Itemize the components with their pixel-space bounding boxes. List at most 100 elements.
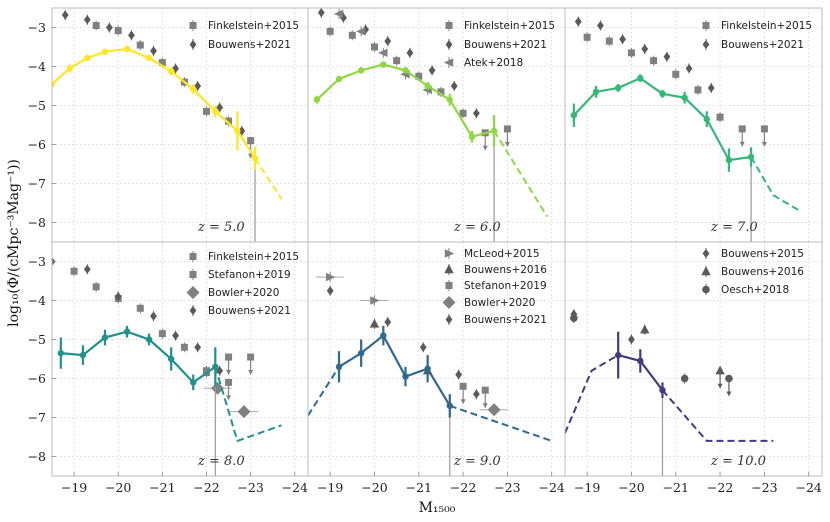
model-point bbox=[52, 80, 56, 88]
model-point bbox=[145, 54, 153, 62]
obs-marker-finkelstein-2015 bbox=[114, 27, 122, 35]
x-tick-label: −24 bbox=[539, 480, 565, 495]
obs-marker-finkelstein-2015 bbox=[716, 113, 724, 121]
upper-limit-arrowhead bbox=[482, 145, 488, 151]
legend-label: Atek+2018 bbox=[464, 57, 523, 69]
x-tick-label: −20 bbox=[618, 480, 644, 495]
obs-marker-bouwens-2021 bbox=[150, 46, 157, 56]
obs-marker-finkelstein-2015 bbox=[180, 343, 188, 351]
obs-marker-bouwens-2015 bbox=[628, 334, 635, 345]
x-tick-label: −24 bbox=[796, 480, 822, 495]
legend-label: Bowler+2020 bbox=[464, 297, 535, 309]
upper-limit-arrowhead bbox=[504, 141, 510, 147]
obs-marker-bouwens-2021 bbox=[317, 8, 325, 18]
y-tick-label: −3 bbox=[28, 20, 46, 35]
x-axis-title: M₁₅₀₀ bbox=[419, 500, 456, 516]
redshift-annotation: z = 10.0 bbox=[710, 454, 766, 469]
model-point bbox=[84, 54, 91, 62]
legend: Finkelstein+2015 Stefanon+2019 Bowler+2020… bbox=[186, 251, 299, 317]
obs-marker-bouwens-2021 bbox=[128, 30, 135, 40]
grid bbox=[308, 242, 565, 476]
obs-marker-stefanon-2019 bbox=[225, 378, 233, 386]
redshift-annotation: z = 9.0 bbox=[453, 454, 501, 469]
obs-marker-oesch-2018 bbox=[570, 314, 578, 322]
model-point bbox=[490, 127, 498, 135]
obs-marker-finkelstein-2015 bbox=[92, 283, 100, 291]
obs-marker-bouwens-2021 bbox=[384, 36, 392, 46]
obs-marker-mcleod-2015 bbox=[325, 272, 336, 282]
x-tick-label: −23 bbox=[237, 480, 263, 495]
plot-area bbox=[570, 16, 801, 242]
obs-marker-bouwens-2021 bbox=[105, 22, 113, 33]
obs-marker-finkelstein-2015 bbox=[672, 70, 680, 78]
obs-marker-finkelstein-2015 bbox=[503, 125, 511, 133]
obs-marker-bouwens-2021 bbox=[238, 126, 246, 136]
panel-background bbox=[52, 242, 308, 476]
legend-label: Finkelstein+2015 bbox=[721, 20, 812, 32]
y-tick-label: −4 bbox=[28, 59, 46, 74]
model-point bbox=[402, 373, 409, 380]
panel-z6: Finkelstein+2015 Bouwens+2021 Atek+2018 z =… bbox=[307, 7, 566, 243]
upper-limit-arrowhead bbox=[460, 399, 466, 405]
obs-marker-bouwens-2021 bbox=[61, 10, 69, 20]
plot-area bbox=[313, 8, 549, 242]
model-point bbox=[424, 365, 431, 372]
model-point bbox=[79, 351, 87, 359]
model-point bbox=[747, 153, 755, 161]
obs-marker-bouwens-2021 bbox=[362, 24, 370, 35]
panel-background bbox=[308, 8, 565, 242]
obs-marker-finkelstein-2015 bbox=[393, 57, 401, 65]
model-point bbox=[145, 336, 153, 343]
obs-marker-bouwens-2021 bbox=[194, 342, 202, 352]
legend-label: Bouwens+2021 bbox=[208, 305, 291, 317]
obs-marker-atek-2018 bbox=[378, 48, 388, 58]
x-tick-label: −22 bbox=[193, 480, 219, 495]
legend-label: Bouwens+2021 bbox=[464, 39, 547, 51]
legend-label: Oesch+2018 bbox=[721, 284, 789, 296]
model-dashed-right bbox=[661, 389, 774, 442]
obs-marker-finkelstein-2015 bbox=[760, 125, 768, 133]
model-point bbox=[614, 351, 622, 359]
model-point bbox=[313, 96, 321, 103]
upper-limit-arrowhead bbox=[726, 391, 732, 397]
model-point bbox=[659, 90, 666, 98]
panel-background bbox=[565, 8, 822, 242]
model-point bbox=[468, 133, 476, 140]
obs-marker-bouwens-2021 bbox=[406, 48, 414, 58]
upper-limit-arrowhead bbox=[226, 370, 232, 376]
panel-z8: −19 −20 −21 −22 −23 −24 −3 −4 −5 −6 −7 −8 Finkelstei… bbox=[28, 241, 309, 495]
x-tick-label: −19 bbox=[317, 480, 343, 495]
model-point bbox=[167, 67, 175, 75]
y-tick-label: −5 bbox=[28, 98, 46, 113]
obs-marker-bouwens-2021 bbox=[194, 81, 202, 91]
x-tick-label: −20 bbox=[105, 480, 131, 495]
model-point bbox=[357, 349, 365, 357]
model-dashed-left bbox=[308, 366, 340, 417]
obs-marker-bouwens-2021 bbox=[428, 65, 436, 75]
grid bbox=[308, 8, 565, 242]
y-tick-label: −6 bbox=[28, 371, 46, 386]
model-point bbox=[101, 48, 109, 55]
model-point bbox=[681, 94, 688, 101]
model-dashed-right bbox=[254, 157, 283, 200]
obs-marker-finkelstein-2015 bbox=[225, 353, 233, 361]
x-tick-label: −21 bbox=[149, 480, 175, 495]
redshift-annotation: z = 6.0 bbox=[453, 220, 501, 235]
legend-label: Finkelstein+2015 bbox=[208, 20, 299, 32]
x-tick-label: −20 bbox=[361, 480, 387, 495]
panel-background bbox=[308, 242, 565, 476]
model-point bbox=[251, 154, 259, 162]
obs-marker-bouwens-2021 bbox=[326, 286, 334, 296]
x-tick-label: −21 bbox=[663, 480, 689, 495]
panel-z7: Finkelstein+2015 Bouwens+2021 z = 7.0 bbox=[564, 7, 823, 243]
obs-marker-atek-2018 bbox=[333, 9, 344, 19]
legend-label: Bowler+2020 bbox=[208, 287, 279, 299]
obs-marker-finkelstein-2015 bbox=[202, 107, 210, 115]
obs-marker-bouwens-2016 bbox=[715, 365, 725, 375]
obs-marker-bowler-2020 bbox=[237, 405, 251, 419]
obs-marker-finkelstein-2015 bbox=[738, 125, 746, 133]
model-point bbox=[424, 82, 431, 90]
model-point bbox=[101, 334, 109, 341]
obs-marker-bouwens-2016 bbox=[369, 318, 380, 328]
x-tick-label: −24 bbox=[282, 480, 308, 495]
